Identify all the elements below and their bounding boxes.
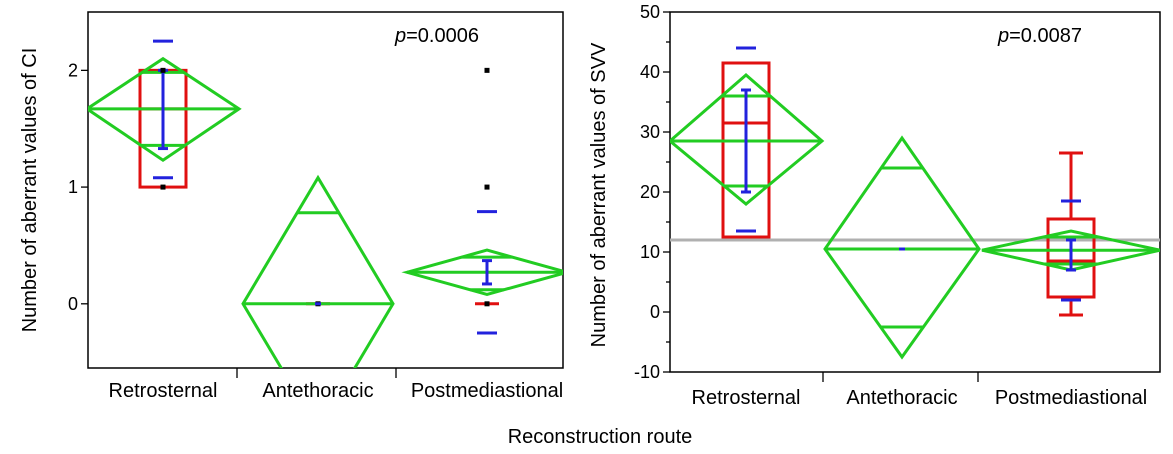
ci-postmediastional-point-1 (484, 184, 490, 190)
svv-ytick-label-5: 40 (640, 62, 660, 82)
svv-ytick-label-4: 30 (640, 122, 660, 142)
svv-retrosternal-box (721, 61, 771, 239)
svv-cat-retrosternal: Retrosternal (692, 387, 801, 409)
svv-ytick-label-1: 0 (650, 302, 660, 322)
ci-retrosternal-point-1 (160, 67, 166, 73)
ci-cat-antethoracic: Antethoracic (262, 380, 373, 402)
svv-ylabel: Number of aberrant values of SVV (588, 42, 610, 347)
svv-cat-postmediastional: Postmediastional (995, 387, 1147, 409)
ci-retrosternal-point-0 (160, 184, 166, 190)
ci-marks (88, 39, 563, 368)
ci-cat-retrosternal: Retrosternal (109, 380, 218, 402)
svv-y-axis: -10 0 10 20 30 40 50 (634, 2, 670, 382)
svv-ytick-label-2: 10 (640, 242, 660, 262)
ci-ylabel: Number of aberrant values of CI (19, 48, 41, 333)
ci-postmediastional-point-2 (484, 67, 490, 73)
ci-p-label: p (394, 25, 406, 47)
ci-postmediastional-mean-diamond (401, 248, 563, 297)
svv-p-value: =0.0087 (1009, 25, 1082, 47)
svv-p-annotation: p=0.0087 (997, 25, 1082, 47)
svv-ytick-label-6: 50 (640, 2, 660, 22)
svv-ytick-label-3: 20 (640, 182, 660, 202)
plot-frame-ci (87, 11, 564, 369)
ci-y-axis: 0 1 2 (68, 60, 88, 314)
ci-ytick-label-2: 2 (68, 60, 78, 80)
ci-ytick-label-1: 1 (68, 177, 78, 197)
ci-postmediastional-point-0 (484, 301, 490, 307)
ci-p-value: =0.0006 (406, 25, 479, 47)
svv-clipped-marks (670, 46, 1160, 360)
ci-p-annotation: p=0.0006 (394, 25, 479, 47)
svv-ytick-label-0: -10 (634, 362, 660, 382)
svv-postmediastional-mean-diamond (981, 229, 1160, 272)
ci-cat-postmediastional: Postmediastional (411, 380, 563, 402)
svv-marks (670, 46, 1160, 360)
svv-cat-antethoracic: Antethoracic (846, 387, 957, 409)
shared-xlabel: Reconstruction route (508, 426, 693, 448)
panel-ci: 0 1 2 Number of aberrant values of CI p=0.… (19, 11, 564, 402)
panel-svv: -10 0 10 20 30 40 50 Number of aberrant values… (588, 2, 1161, 409)
ci-clipped-marks (88, 39, 563, 368)
ci-ytick-label-0: 0 (68, 294, 78, 314)
svv-p-label: p (997, 25, 1009, 47)
